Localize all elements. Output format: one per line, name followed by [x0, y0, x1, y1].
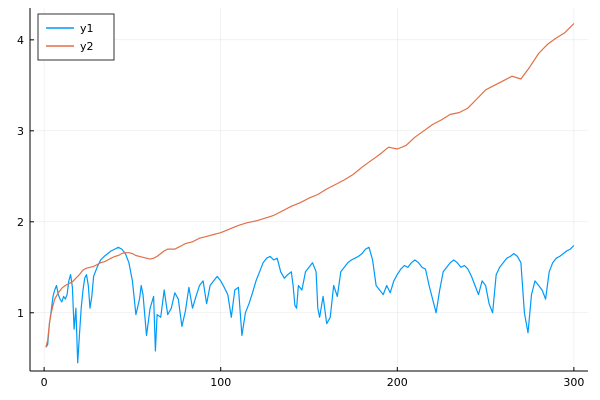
axes — [29, 8, 588, 372]
y-tick-label: 2 — [17, 216, 24, 229]
series-line-y2 — [45, 23, 575, 348]
legend-box — [37, 13, 115, 61]
series-line-y1 — [45, 245, 575, 364]
x-tick-label: 300 — [563, 376, 584, 389]
x-tick-label: 100 — [210, 376, 231, 389]
grid-lines — [30, 8, 588, 371]
tick-labels: 0 100 200 300 1 2 3 4 — [17, 34, 584, 389]
legend-label-y1: y1 — [80, 22, 94, 35]
x-tick-label: 200 — [387, 376, 408, 389]
legend-label-y2: y2 — [80, 40, 94, 53]
x-tick-label: 0 — [41, 376, 48, 389]
y-tick-label: 3 — [17, 125, 24, 138]
series-lines — [45, 23, 575, 364]
y-tick-label: 1 — [17, 307, 24, 320]
y-tick-label: 4 — [17, 34, 24, 47]
